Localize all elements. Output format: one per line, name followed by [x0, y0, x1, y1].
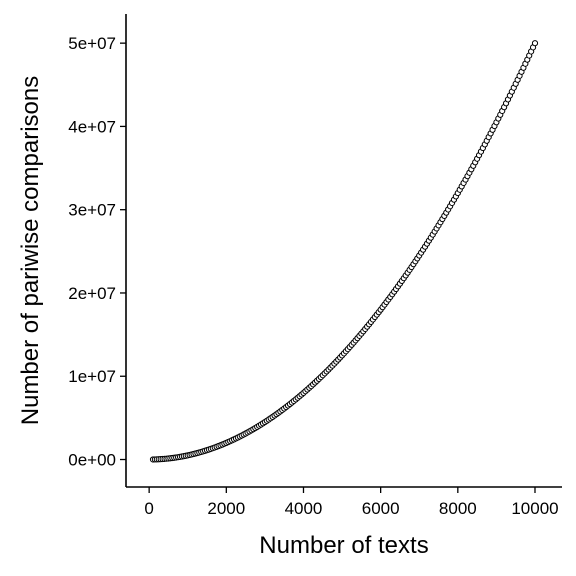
y-tick-label: 3e+07	[68, 201, 116, 220]
y-tick-label: 1e+07	[68, 367, 116, 386]
data-point	[531, 40, 539, 47]
x-tick-label: 0	[144, 499, 153, 518]
data-points	[149, 40, 539, 463]
y-tick-label: 5e+07	[68, 34, 116, 53]
x-tick-label: 2000	[207, 499, 245, 518]
x-axis-ticks: 0 2000 4000 6000 8000 10000	[144, 487, 559, 518]
y-axis-ticks: 0e+00 1e+07 2e+07 3e+07 4e+07 5e+07	[68, 34, 126, 470]
y-tick-label: 2e+07	[68, 284, 116, 303]
y-tick-label: 4e+07	[68, 117, 116, 136]
y-axis-title: Number of pariwise comparisons	[17, 76, 44, 425]
x-tick-label: 4000	[285, 499, 323, 518]
x-tick-label: 6000	[362, 499, 400, 518]
x-tick-label: 8000	[439, 499, 477, 518]
x-tick-label: 10000	[511, 499, 558, 518]
y-tick-label: 0e+00	[68, 451, 116, 470]
x-axis-title: Number of texts	[259, 532, 428, 559]
